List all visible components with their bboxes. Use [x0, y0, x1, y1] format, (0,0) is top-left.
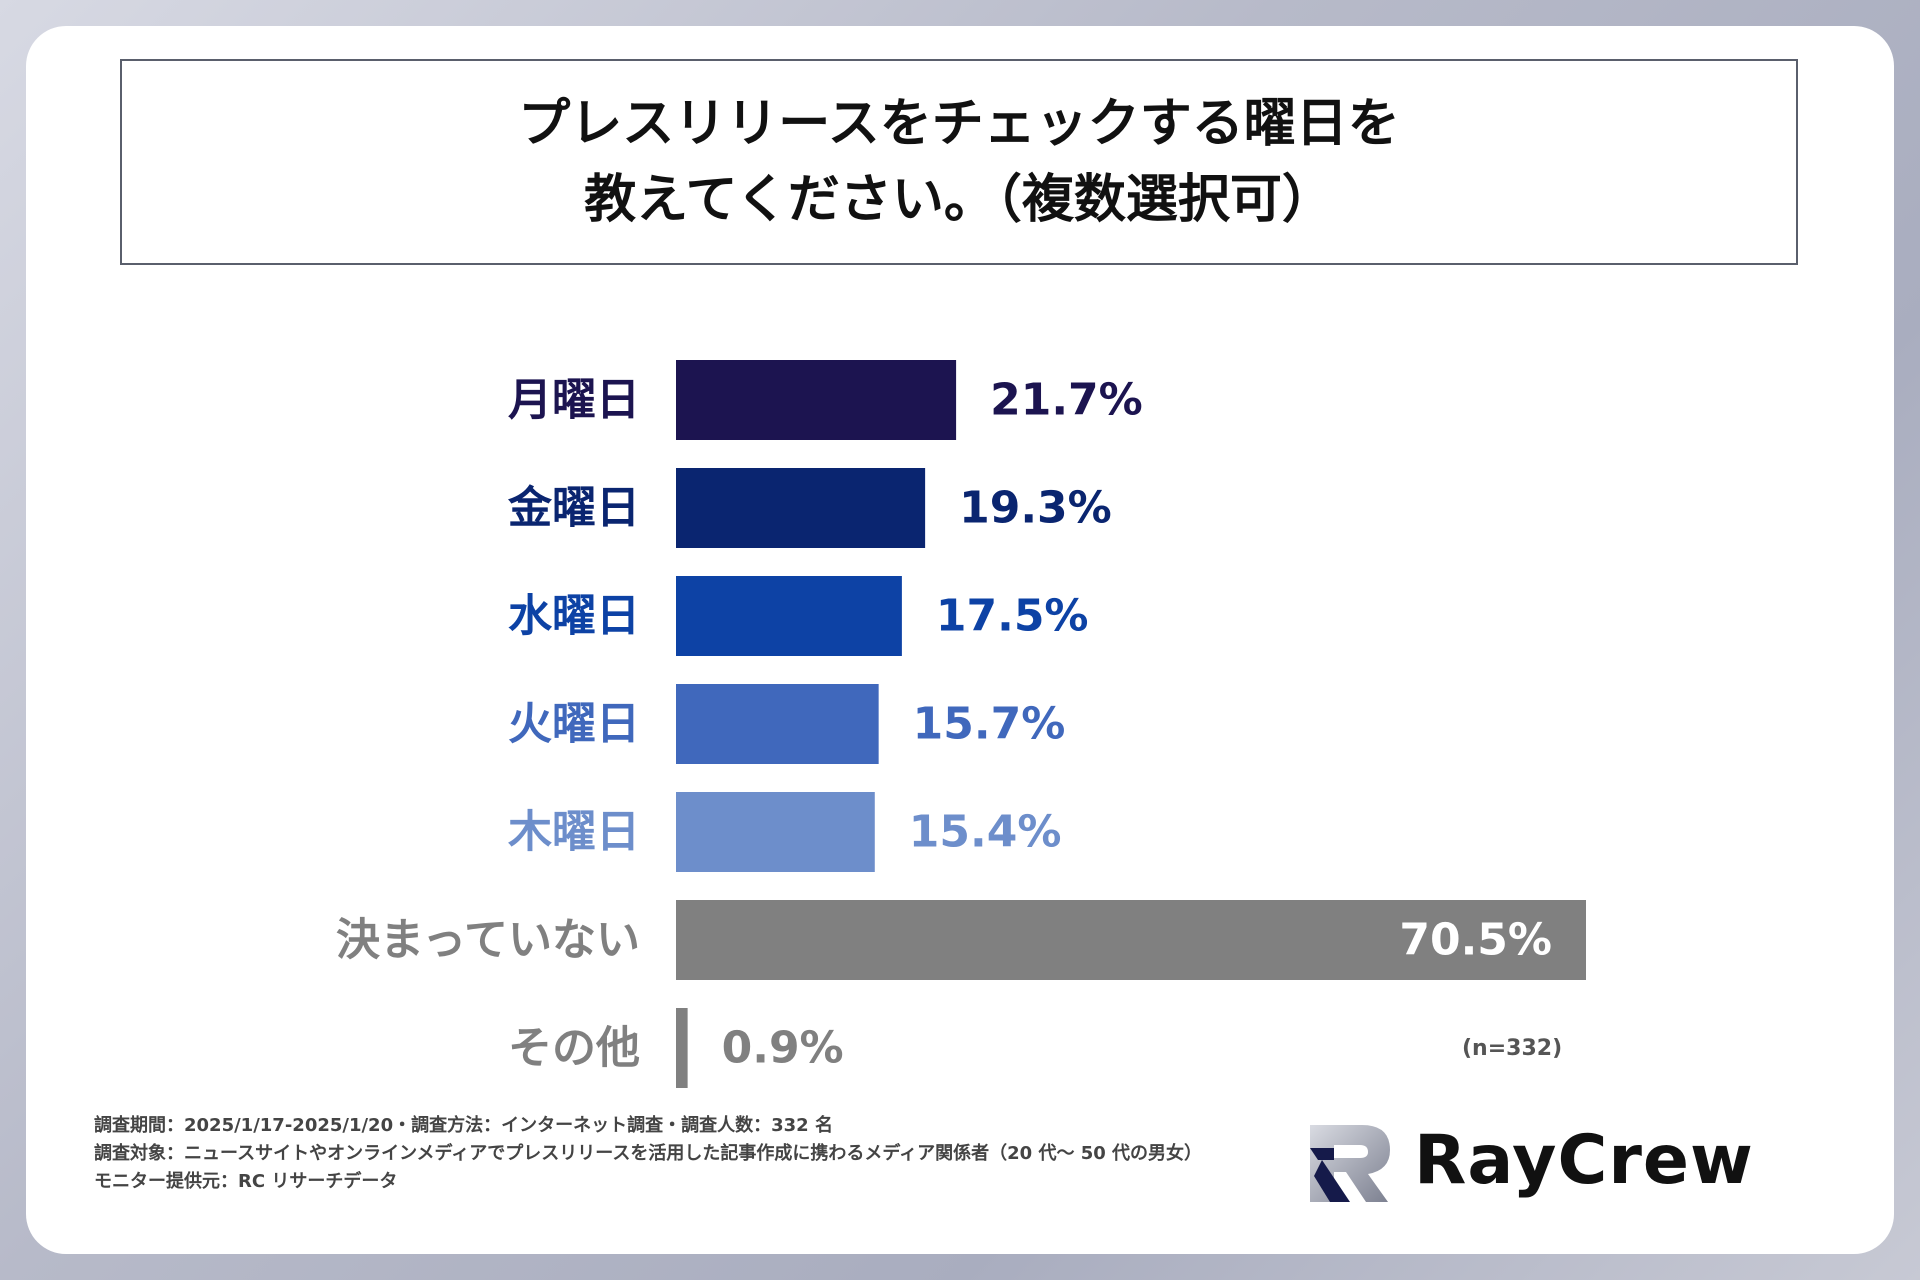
value-label: 0.9%	[722, 1023, 844, 1074]
title-box: プレスリリースをチェックする曜日を 教えてください。（複数選択可）	[120, 59, 1798, 265]
category-label: 火曜日	[508, 699, 640, 750]
bar	[676, 1008, 688, 1088]
category-label: その他	[508, 1023, 640, 1074]
bar	[676, 792, 875, 872]
raycrew-logo-icon	[1310, 1125, 1390, 1202]
bar	[676, 900, 1586, 980]
value-label: 70.5%	[1399, 915, 1552, 966]
category-label: 水曜日	[508, 591, 640, 642]
footnote-period: 調査期間：2025/1/17-2025/1/20・調査方法：インターネット調査・…	[94, 1115, 833, 1136]
raycrew-logo: RayCrew	[1300, 1105, 1780, 1215]
footnote-provider: モニター提供元：RC リサーチデータ	[94, 1171, 398, 1192]
value-label: 15.7%	[913, 699, 1066, 750]
value-label: 17.5%	[936, 591, 1089, 642]
chart-title-line-2: 教えてください。（複数選択可）	[584, 170, 1334, 230]
value-label: 21.7%	[990, 375, 1143, 426]
footnote-target: 調査対象：ニュースサイトやオンラインメディアでプレスリリースを活用した記事作成に…	[94, 1143, 1203, 1164]
chart-title-line-1: プレスリリースをチェックする曜日を	[518, 94, 1400, 154]
category-label: 金曜日	[507, 483, 640, 534]
bar	[676, 576, 902, 656]
bar	[676, 684, 879, 764]
sample-size-note: (n=332)	[1462, 1036, 1563, 1061]
category-label: 木曜日	[508, 807, 640, 858]
category-label: 月曜日	[508, 375, 640, 426]
logo-text: RayCrew	[1414, 1120, 1754, 1200]
value-label: 15.4%	[909, 807, 1062, 858]
category-label: 決まっていない	[336, 915, 640, 966]
bar	[676, 468, 926, 548]
value-label: 19.3%	[959, 483, 1112, 534]
bar	[676, 360, 957, 440]
content-card: プレスリリースをチェックする曜日を 教えてください。（複数選択可）	[26, 26, 1894, 1254]
survey-footnote: 調査期間：2025/1/17-2025/1/20・調査方法：インターネット調査・…	[94, 1112, 1202, 1196]
